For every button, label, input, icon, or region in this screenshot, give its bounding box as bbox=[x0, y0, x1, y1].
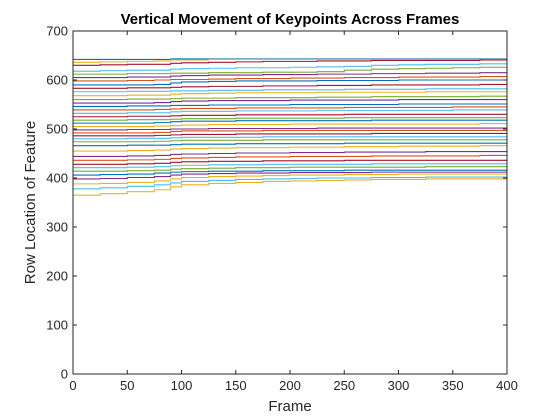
x-axis-label: Frame bbox=[268, 398, 311, 415]
keypoint-series-29 bbox=[73, 154, 507, 161]
keypoint-series-8 bbox=[73, 79, 507, 86]
y-tick-label: 0 bbox=[61, 367, 68, 382]
tick-layer: 0 50 100 150 200 250 300 350 400 0 100 200 300 400 500… bbox=[46, 24, 518, 394]
keypoint-series-9 bbox=[73, 83, 507, 89]
chart-title: Vertical Movement of Keypoints Across Fr… bbox=[121, 11, 460, 28]
x-tick-label: 50 bbox=[120, 378, 134, 393]
keypoint-series-4 bbox=[73, 63, 507, 72]
keypoint-series-27 bbox=[73, 145, 507, 152]
keypoint-series-12 bbox=[73, 95, 507, 101]
x-tick-label: 0 bbox=[69, 378, 76, 393]
keypoint-series-34 bbox=[73, 171, 507, 180]
keypoint-series-5 bbox=[73, 66, 508, 75]
keypoint-series-19 bbox=[73, 119, 507, 124]
y-tick-label: 600 bbox=[46, 73, 68, 88]
x-tick-label: 300 bbox=[388, 378, 410, 393]
y-tick-label: 500 bbox=[46, 122, 68, 137]
keypoint-series-35 bbox=[73, 173, 507, 185]
keypoint-series-15 bbox=[73, 106, 507, 111]
y-tick-label: 400 bbox=[46, 171, 68, 186]
keypoint-series-20 bbox=[73, 123, 507, 128]
keypoint-series-6 bbox=[73, 72, 507, 79]
keypoint-series-22 bbox=[73, 129, 507, 134]
keypoint-series-37 bbox=[73, 178, 507, 196]
x-tick-label: 100 bbox=[171, 378, 193, 393]
y-tick-label: 700 bbox=[46, 24, 68, 39]
y-tick-label: 300 bbox=[46, 220, 68, 235]
keypoint-series-24 bbox=[73, 136, 507, 140]
keypoint-series-14 bbox=[73, 103, 507, 108]
keypoint-series-30 bbox=[73, 159, 507, 165]
x-tick-label: 200 bbox=[279, 378, 301, 393]
keypoint-series-10 bbox=[73, 88, 507, 93]
keypoint-series-26 bbox=[73, 142, 507, 147]
keypoint-series-31 bbox=[73, 163, 507, 169]
series-layer bbox=[73, 58, 508, 196]
keypoint-series-17 bbox=[73, 113, 507, 118]
y-axis-label: Row Location of Feature bbox=[22, 121, 39, 284]
keypoint-series-3 bbox=[73, 59, 507, 66]
x-tick-label: 150 bbox=[225, 378, 247, 393]
keypoint-series-23 bbox=[73, 132, 507, 137]
keypoint-series-21 bbox=[73, 127, 507, 131]
keypoint-series-28 bbox=[73, 150, 507, 157]
keypoint-series-33 bbox=[73, 169, 507, 176]
keypoint-series-25 bbox=[73, 139, 507, 143]
keypoint-series-7 bbox=[73, 76, 507, 82]
keypoint-series-32 bbox=[73, 166, 507, 172]
keypoint-series-11 bbox=[73, 91, 507, 97]
x-tick-label: 400 bbox=[496, 378, 518, 393]
keypoint-series-16 bbox=[73, 109, 507, 114]
keypoint-series-2 bbox=[73, 58, 507, 63]
keypoint-series-18 bbox=[73, 117, 507, 121]
axes-background bbox=[73, 31, 507, 374]
x-tick-label: 250 bbox=[333, 378, 355, 393]
y-tick-label: 100 bbox=[46, 318, 68, 333]
y-tick-label: 200 bbox=[46, 269, 68, 284]
x-tick-label: 350 bbox=[442, 378, 464, 393]
keypoint-series-13 bbox=[73, 99, 507, 104]
keypoint-series-36 bbox=[73, 176, 507, 190]
